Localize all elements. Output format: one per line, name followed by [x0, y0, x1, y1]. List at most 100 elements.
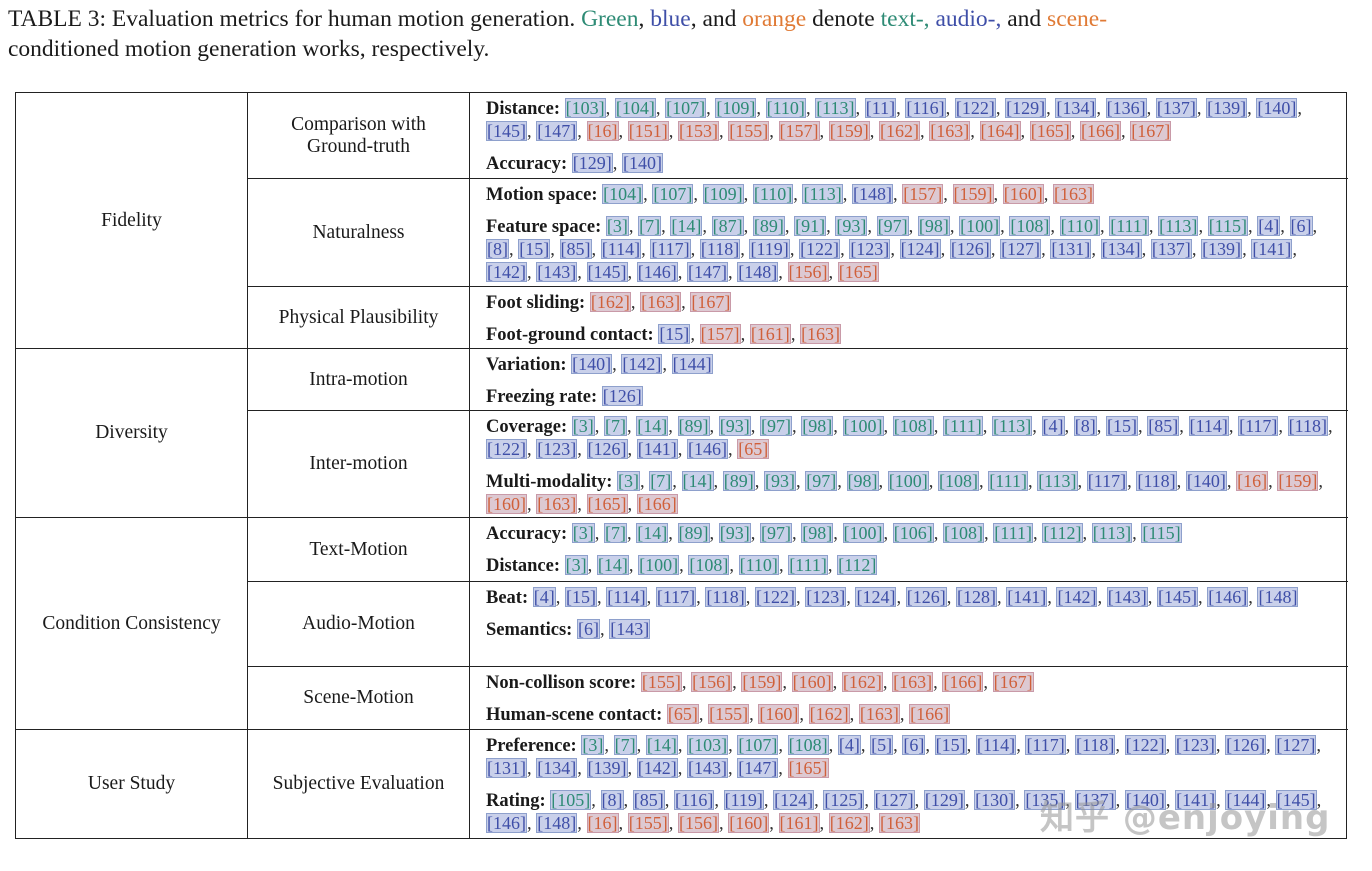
citation-link[interactable]: [111] — [788, 555, 828, 575]
citation-link[interactable]: [118] — [1075, 735, 1116, 755]
citation-link[interactable]: [15] — [565, 587, 597, 607]
citation-link[interactable]: [3] — [571, 523, 595, 543]
citation-link[interactable]: [117] — [1238, 416, 1279, 436]
citation-link[interactable]: [162] — [841, 672, 883, 692]
citation-link[interactable]: [143] — [687, 758, 728, 778]
citation-link[interactable]: [91] — [794, 216, 827, 236]
citation-link[interactable]: [3] — [617, 471, 641, 491]
citation-link[interactable]: [16] — [586, 121, 619, 141]
citation-link[interactable]: [6] — [902, 735, 926, 755]
citation-link[interactable]: [15] — [934, 735, 967, 755]
citation-link[interactable]: [146] — [486, 813, 527, 833]
citation-link[interactable]: [157] — [699, 324, 741, 344]
citation-link[interactable]: [93] — [718, 523, 751, 543]
citation-link[interactable]: [117] — [650, 239, 691, 259]
citation-link[interactable]: [114] — [975, 735, 1017, 755]
citation-link[interactable]: [156] — [678, 813, 719, 833]
citation-link[interactable]: [144] — [1225, 790, 1267, 810]
citation-link[interactable]: [145] — [1275, 790, 1317, 810]
citation-link[interactable]: [100] — [959, 216, 1001, 236]
citation-link[interactable]: [137] — [1150, 239, 1192, 259]
citation-link[interactable]: [16] — [1236, 471, 1269, 491]
citation-link[interactable]: [111] — [993, 523, 1033, 543]
citation-link[interactable]: [15] — [658, 324, 691, 344]
citation-link[interactable]: [7] — [604, 523, 628, 543]
citation-link[interactable]: [162] — [828, 813, 870, 833]
citation-link[interactable]: [160] — [728, 813, 770, 833]
citation-link[interactable]: [131] — [1050, 239, 1092, 259]
citation-link[interactable]: [164] — [979, 121, 1021, 141]
citation-link[interactable]: [127] — [1000, 239, 1042, 259]
citation-link[interactable]: [147] — [687, 262, 728, 282]
citation-link[interactable]: [159] — [828, 121, 870, 141]
citation-link[interactable]: [162] — [879, 121, 920, 141]
citation-link[interactable]: [110] — [765, 98, 806, 118]
citation-link[interactable]: [146] — [687, 439, 728, 459]
citation-link[interactable]: [100] — [887, 471, 929, 491]
citation-link[interactable]: [97] — [760, 416, 793, 436]
citation-link[interactable]: [131] — [486, 758, 527, 778]
citation-link[interactable]: [139] — [1206, 98, 1248, 118]
citation-link[interactable]: [113] — [1037, 471, 1078, 491]
citation-link[interactable]: [119] — [749, 239, 790, 259]
citation-link[interactable]: [14] — [681, 471, 714, 491]
citation-link[interactable]: [156] — [787, 262, 829, 282]
citation-link[interactable]: [15] — [1106, 416, 1139, 436]
citation-link[interactable]: [163] — [879, 813, 920, 833]
citation-link[interactable]: [155] — [640, 672, 682, 692]
citation-link[interactable]: [100] — [842, 523, 884, 543]
citation-link[interactable]: [122] — [754, 587, 796, 607]
citation-link[interactable]: [141] — [1006, 587, 1048, 607]
citation-link[interactable]: [111] — [988, 471, 1028, 491]
citation-link[interactable]: [8] — [600, 790, 624, 810]
citation-link[interactable]: [122] — [954, 98, 996, 118]
citation-link[interactable]: [123] — [849, 239, 891, 259]
citation-link[interactable]: [141] — [1175, 790, 1217, 810]
citation-link[interactable]: [108] — [943, 523, 985, 543]
citation-link[interactable]: [106] — [892, 523, 934, 543]
citation-link[interactable]: [127] — [1275, 735, 1317, 755]
citation-link[interactable]: [65] — [666, 704, 699, 724]
citation-link[interactable]: [98] — [917, 216, 950, 236]
citation-link[interactable]: [155] — [627, 813, 669, 833]
citation-link[interactable]: [89] — [722, 471, 755, 491]
citation-link[interactable]: [93] — [764, 471, 797, 491]
citation-link[interactable]: [157] — [778, 121, 820, 141]
citation-link[interactable]: [140] — [622, 153, 664, 173]
citation-link[interactable]: [129] — [923, 790, 965, 810]
citation-link[interactable]: [118] — [1136, 471, 1177, 491]
citation-link[interactable]: [165] — [837, 262, 879, 282]
citation-link[interactable]: [147] — [737, 758, 779, 778]
citation-link[interactable]: [112] — [837, 555, 878, 575]
citation-link[interactable]: [140] — [1124, 790, 1166, 810]
citation-link[interactable]: [143] — [609, 619, 651, 639]
citation-link[interactable]: [142] — [636, 758, 678, 778]
citation-link[interactable]: [159] — [741, 672, 783, 692]
citation-link[interactable]: [165] — [787, 758, 829, 778]
citation-link[interactable]: [85] — [1147, 416, 1180, 436]
citation-link[interactable]: [122] — [486, 439, 527, 459]
citation-link[interactable]: [118] — [705, 587, 746, 607]
citation-link[interactable]: [137] — [1074, 790, 1116, 810]
citation-link[interactable]: [7] — [604, 416, 628, 436]
citation-link[interactable]: [110] — [1059, 216, 1100, 236]
citation-link[interactable]: [141] — [1251, 239, 1293, 259]
citation-link[interactable]: [143] — [1106, 587, 1148, 607]
citation-link[interactable]: [167] — [1130, 121, 1172, 141]
citation-link[interactable]: [11] — [864, 98, 897, 118]
citation-link[interactable]: [4] — [1257, 216, 1281, 236]
citation-link[interactable]: [167] — [992, 672, 1034, 692]
citation-link[interactable]: [127] — [873, 790, 915, 810]
citation-link[interactable]: [111] — [1109, 216, 1149, 236]
citation-link[interactable]: [123] — [536, 439, 578, 459]
citation-link[interactable]: [153] — [678, 121, 719, 141]
citation-link[interactable]: [103] — [687, 735, 729, 755]
citation-link[interactable]: [65] — [737, 439, 770, 459]
citation-link[interactable]: [146] — [1207, 587, 1249, 607]
citation-link[interactable]: [7] — [649, 471, 673, 491]
citation-link[interactable]: [162] — [589, 292, 631, 312]
citation-link[interactable]: [107] — [652, 184, 694, 204]
citation-link[interactable]: [126] — [1225, 735, 1267, 755]
citation-link[interactable]: [110] — [738, 555, 779, 575]
citation-link[interactable]: [122] — [1124, 735, 1166, 755]
